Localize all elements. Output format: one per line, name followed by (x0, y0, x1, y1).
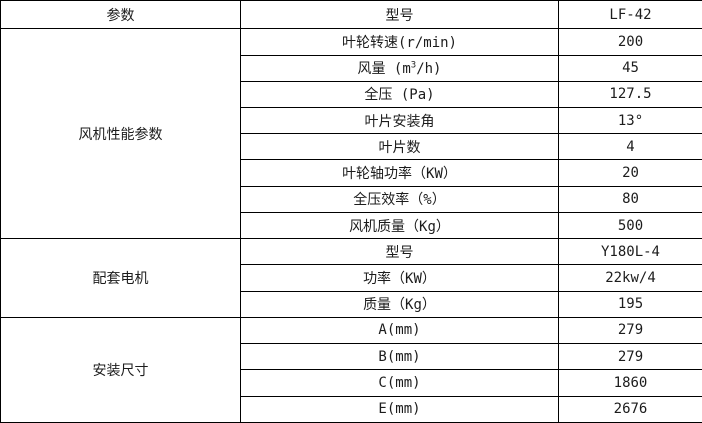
param-label-cell: A(mm) (240, 316, 559, 345)
param-label-cell: 风机质量（Kg） (240, 211, 559, 240)
param-value-cell: Y180L-4 (558, 238, 702, 266)
param-label-cell: 全压效率（%） (240, 185, 559, 213)
param-label-cell: 叶轮轴功率（KW） (240, 159, 559, 187)
param-value-cell: 2676 (558, 395, 702, 423)
param-label-cell: 全压 (Pa) (240, 80, 559, 108)
param-value-cell: 279 (558, 343, 702, 371)
table-row: 风量 (m3/h) 45 (1, 54, 702, 82)
header-cell-model: LF-42 (558, 0, 702, 30)
group-cell-fan-performance: 风机性能参数 (0, 28, 241, 240)
table-row: C(mm) 1860 (1, 369, 702, 397)
param-value-cell: 127.5 (558, 80, 702, 108)
param-value-cell: 20 (558, 159, 702, 187)
param-value-cell: 13° (558, 106, 702, 135)
table-header-row: 参数 型号 LF-42 (0, 0, 702, 30)
param-value-cell: 200 (558, 28, 702, 56)
param-label-cell: E(mm) (240, 395, 559, 423)
param-value-cell: 45 (558, 54, 702, 82)
table-row: 配套电机 型号 Y180L-4 (0, 238, 702, 318)
param-value-cell: 1860 (558, 369, 702, 397)
table-row: 全压效率（%） 80 (1, 185, 702, 213)
param-value-cell: 80 (558, 185, 702, 213)
group-cell-motor: 配套电机 (0, 238, 241, 318)
param-value-cell: 195 (558, 290, 702, 318)
param-label-cell: 风量 (m3/h) (240, 54, 559, 82)
param-label-cell: 叶片安装角 (240, 106, 559, 135)
table-row: 叶片安装角 13° (1, 106, 702, 135)
param-label-cell: 叶轮转速(r/min) (240, 28, 559, 56)
param-value-cell: 4 (558, 133, 702, 161)
group-cell-mounting-dimensions: 安装尺寸 (0, 316, 241, 423)
param-value-cell: 279 (558, 316, 702, 345)
header-cell-type: 型号 (240, 0, 559, 30)
param-label-cell: B(mm) (240, 343, 559, 371)
table-row: 风机质量（Kg） 500 (1, 211, 702, 240)
air-volume-label: 风量 (m3/h) (357, 60, 442, 78)
param-label-cell: 型号 (240, 238, 559, 266)
param-label-cell: 功率（KW） (240, 264, 559, 292)
param-value-cell: 500 (558, 211, 702, 240)
table-row: 全压 (Pa) 127.5 (1, 80, 702, 108)
param-label-cell: 质量（Kg） (240, 290, 559, 318)
table-row: E(mm) 2676 (1, 395, 702, 423)
param-label-cell: C(mm) (240, 369, 559, 397)
param-label-cell: 叶片数 (240, 133, 559, 161)
table-row: 风机性能参数 叶轮转速(r/min) 200 (0, 28, 702, 240)
table-row: 功率（KW） 22kw/4 (1, 264, 702, 292)
header-cell-param: 参数 (0, 0, 241, 30)
table-row: 质量（Kg） 195 (1, 290, 702, 318)
table-row: 安装尺寸 A(mm) 279 (0, 316, 702, 423)
param-value-cell: 22kw/4 (558, 264, 702, 292)
